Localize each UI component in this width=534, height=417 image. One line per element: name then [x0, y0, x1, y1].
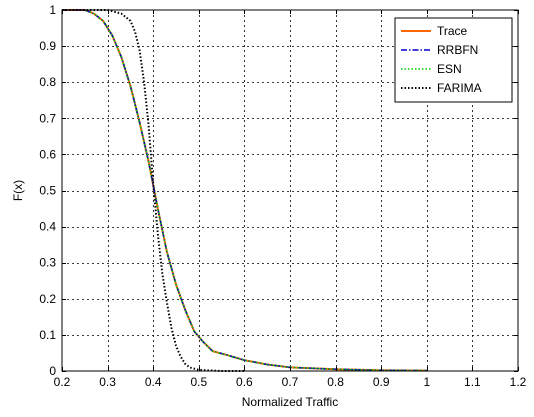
x-tick-label: 0.9: [373, 375, 390, 389]
tick-layer: 0.2 0.3 0.4 0.5 0.6 0.7 0.8 0.9 1 1.1 1.2 0 0.1 0.2 0.…: [39, 3, 526, 389]
y-tick-label: 0.2: [39, 292, 56, 306]
series-layer: [62, 9, 427, 372]
legend: Trace RRBFN ESN FARIMA: [394, 17, 513, 103]
x-tick-label: 0.2: [54, 375, 71, 389]
y-tick-label: 0.8: [39, 75, 56, 89]
y-tick-label: 1: [49, 3, 56, 17]
x-axis-title: Normalized Traffic: [242, 395, 338, 409]
y-tick-label: 0.9: [39, 39, 56, 53]
y-tick-label: 0.4: [39, 220, 56, 234]
x-tick-label: 1.2: [510, 375, 527, 389]
y-tick-label: 0.6: [39, 147, 56, 161]
legend-label-farima: FARIMA: [437, 81, 482, 95]
y-axis-title: F(x): [11, 180, 25, 201]
y-tick-label: 0.5: [39, 184, 56, 198]
x-tick-label: 1: [423, 375, 430, 389]
x-tick-label: 0.5: [190, 375, 207, 389]
y-tick-label: 0.1: [39, 328, 56, 342]
x-tick-label: 0.4: [145, 375, 162, 389]
x-tick-label: 0.6: [236, 375, 253, 389]
legend-items: Trace RRBFN ESN FARIMA: [401, 24, 482, 95]
x-tick-label: 0.8: [327, 375, 344, 389]
x-tick-label: 0.3: [99, 375, 116, 389]
legend-label-trace: Trace: [437, 24, 468, 38]
y-tick-label: 0.3: [39, 256, 56, 270]
x-tick-label: 0.7: [282, 375, 299, 389]
series-line-esn: [62, 9, 427, 372]
y-tick-label: 0.7: [39, 111, 56, 125]
x-tick-label: 1.1: [464, 375, 481, 389]
legend-label-rrbfn: RRBFN: [437, 43, 478, 57]
y-tick-label: 0: [49, 364, 56, 378]
legend-label-esn: ESN: [437, 62, 462, 76]
